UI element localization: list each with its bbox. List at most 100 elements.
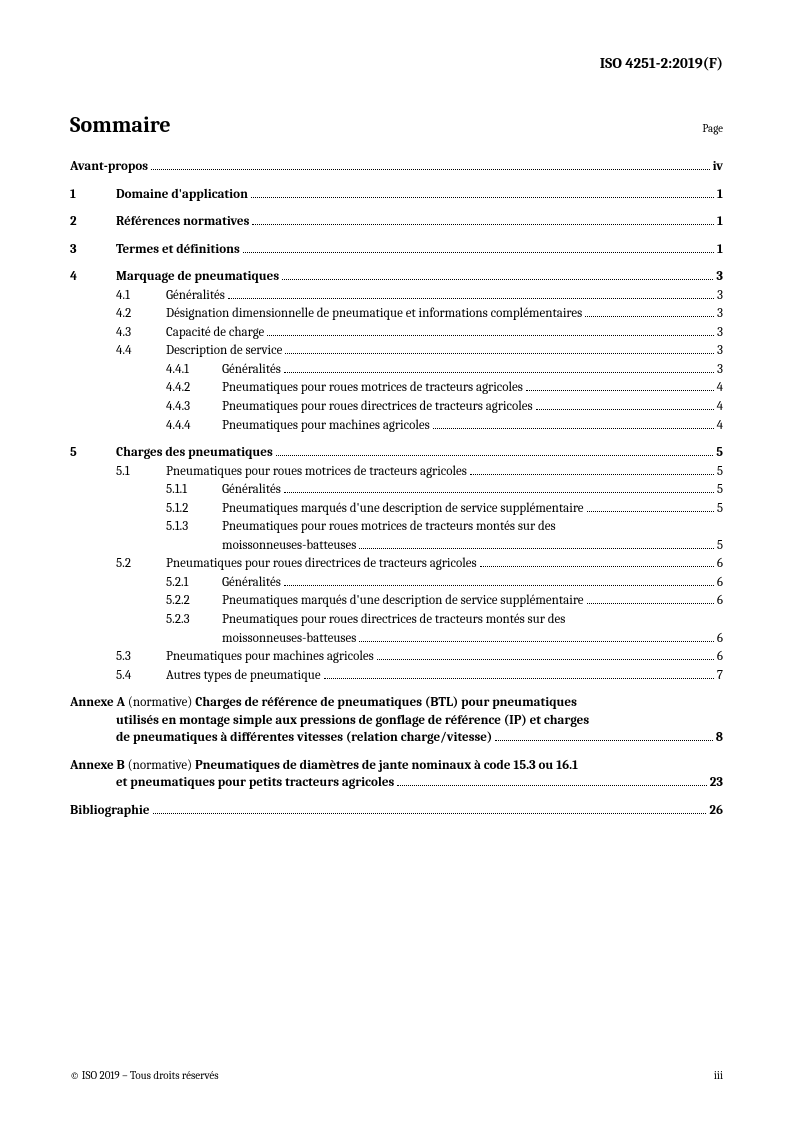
- leader-dots: [587, 593, 714, 604]
- toc-entry-avant-propos: Avant-propos iv: [70, 158, 723, 176]
- toc-entry-page: 4: [717, 379, 723, 397]
- toc-entry-5-2-2: 5.2.2 Pneumatiques marqués d'une descrip…: [70, 592, 723, 610]
- leader-dots: [377, 649, 714, 660]
- table-of-contents: Avant-propos iv 1 Domaine d'application …: [70, 158, 723, 820]
- toc-entry-page: 8: [716, 729, 723, 747]
- leader-dots: [526, 380, 714, 391]
- toc-entry-title: Désignation dimensionnelle de pneumatiqu…: [166, 305, 582, 323]
- leader-dots: [243, 241, 714, 252]
- toc-entry-num: 5.1.2: [166, 500, 222, 518]
- toc-entry-title: Pneumatiques pour roues directrices de t…: [222, 611, 565, 629]
- leader-dots: [397, 775, 706, 786]
- toc-entry-num: 5.3: [116, 648, 166, 666]
- toc-entry-num: 5: [70, 444, 116, 462]
- toc-entry-num: 4: [70, 268, 116, 286]
- annex-title-part: Pneumatiques de diamètres de jante nomin…: [195, 758, 578, 773]
- toc-entry-num: 4.1: [116, 287, 166, 305]
- toc-entry-title: Généralités: [222, 574, 281, 592]
- toc-entry-4-4-2: 4.4.2 Pneumatiques pour roues motrices d…: [70, 379, 723, 397]
- leader-dots: [228, 287, 714, 298]
- annex-b-line2: et pneumatiques pour petits tracteurs ag…: [70, 774, 723, 792]
- toc-entry-title: Pneumatiques pour roues motrices de trac…: [222, 518, 556, 536]
- leader-dots: [252, 214, 714, 225]
- toc-entry-5-1-1: 5.1.1 Généralités 5: [70, 481, 723, 499]
- toc-entry-page: 1: [717, 186, 723, 204]
- toc-entry-title: moissonneuses-batteuses: [222, 537, 356, 555]
- toc-entry-4-4-1: 4.4.1 Généralités 3: [70, 361, 723, 379]
- leader-dots: [284, 362, 714, 373]
- toc-entry-page: 3: [716, 268, 723, 286]
- toc-entry-page: 1: [717, 241, 723, 259]
- toc-entry-page: 26: [709, 802, 723, 820]
- page-footer: © ISO 2019 – Tous droits réservés iii: [70, 1069, 723, 1082]
- leader-dots: [470, 463, 714, 474]
- toc-entry-title: Capacité de charge: [166, 324, 264, 342]
- toc-entry-page: 3: [717, 305, 723, 323]
- toc-entry-4-4-3: 4.4.3 Pneumatiques pour roues directrice…: [70, 398, 723, 416]
- toc-entry-title: Généralités: [166, 287, 225, 305]
- annex-type: (normative): [128, 695, 192, 710]
- leader-dots: [495, 730, 713, 741]
- toc-entry-page: 5: [717, 500, 723, 518]
- toc-entry-5-2-3-line2: moissonneuses-batteuses 6: [70, 630, 723, 648]
- footer-copyright: © ISO 2019 – Tous droits réservés: [70, 1069, 219, 1082]
- annex-b-line1: Annexe B (normative) Pneumatiques de dia…: [70, 757, 723, 775]
- toc-entry-5-1-3-line1: 5.1.3 Pneumatiques pour roues motrices d…: [70, 518, 723, 536]
- toc-entry-5-1: 5.1 Pneumatiques pour roues motrices de …: [70, 463, 723, 481]
- toc-entry-num: 4.4: [116, 342, 166, 360]
- leader-dots: [284, 482, 714, 493]
- annex-prefix: Annexe B: [70, 758, 125, 773]
- toc-title-row: Sommaire Page: [70, 112, 723, 138]
- annex-a-line1: Annexe A (normative) Charges de référenc…: [70, 694, 723, 712]
- toc-entry-num: 2: [70, 213, 116, 231]
- toc-entry-num: 5.2.3: [166, 611, 222, 629]
- toc-entry-5-4: 5.4 Autres types de pneumatique 7: [70, 667, 723, 685]
- toc-entry-page: 1: [717, 213, 723, 231]
- leader-dots: [153, 803, 707, 814]
- toc-title: Sommaire: [70, 112, 171, 138]
- toc-entry-1: 1 Domaine d'application 1: [70, 186, 723, 204]
- toc-entry-title: Références normatives: [116, 213, 249, 231]
- annex-title-part: de pneumatiques à différentes vitesses (…: [116, 729, 492, 747]
- toc-entry-5-2: 5.2 Pneumatiques pour roues directrices …: [70, 555, 723, 573]
- toc-entry-num: 4.4.1: [166, 361, 222, 379]
- toc-entry-title: Généralités: [222, 481, 281, 499]
- leader-dots: [324, 667, 714, 678]
- footer-page-number: iii: [714, 1069, 723, 1082]
- toc-entry-page: 6: [717, 574, 723, 592]
- annex-type: (normative): [128, 758, 192, 773]
- leader-dots: [536, 399, 714, 410]
- leader-dots: [433, 417, 714, 428]
- toc-entry-title: Pneumatiques pour roues directrices de t…: [222, 398, 533, 416]
- toc-entry-title: Pneumatiques pour machines agricoles: [222, 417, 430, 435]
- toc-entry-page: 5: [717, 537, 723, 555]
- toc-entry-num: 1: [70, 186, 116, 204]
- toc-entry-title: Pneumatiques marqués d'une description d…: [222, 500, 584, 518]
- toc-entry-title: Pneumatiques pour roues directrices de t…: [166, 555, 477, 573]
- toc-entry-5-3: 5.3 Pneumatiques pour machines agricoles…: [70, 648, 723, 666]
- toc-entry-num: 5.2.1: [166, 574, 222, 592]
- toc-entry-5-2-3-line1: 5.2.3 Pneumatiques pour roues directrice…: [70, 611, 723, 629]
- toc-entry-title: Autres types de pneumatique: [166, 667, 321, 685]
- toc-entry-page: 6: [717, 648, 723, 666]
- page-label: Page: [702, 122, 723, 135]
- leader-dots: [585, 306, 714, 317]
- toc-entry-num: 3: [70, 241, 116, 259]
- toc-entry-5-1-3-line2: moissonneuses-batteuses 5: [70, 537, 723, 555]
- toc-entry-2: 2 Références normatives 1: [70, 213, 723, 231]
- annex-a-line3: de pneumatiques à différentes vitesses (…: [70, 729, 723, 747]
- annex-prefix: Annexe A: [70, 695, 125, 710]
- toc-entry-bibliographie: Bibliographie 26: [70, 802, 723, 820]
- toc-entry-page: iv: [713, 158, 723, 176]
- toc-entry-num: 4.4.4: [166, 417, 222, 435]
- toc-entry-page: 4: [717, 398, 723, 416]
- toc-entry-title: Généralités: [222, 361, 281, 379]
- leader-dots: [151, 159, 710, 170]
- toc-entry-page: 3: [717, 287, 723, 305]
- toc-entry-title: Pneumatiques pour machines agricoles: [166, 648, 374, 666]
- leader-dots: [359, 537, 713, 548]
- toc-entry-page: 23: [710, 774, 723, 792]
- leader-dots: [587, 500, 714, 511]
- toc-entry-num: 5.2.2: [166, 592, 222, 610]
- toc-entry-page: 6: [717, 555, 723, 573]
